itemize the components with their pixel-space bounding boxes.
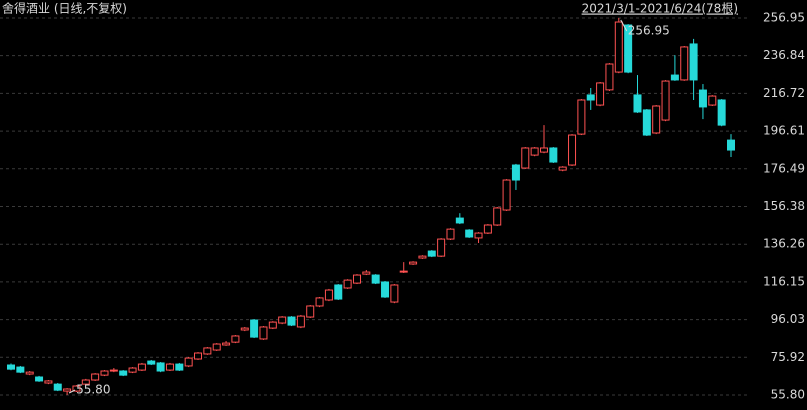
candle-body: [259, 326, 268, 340]
candle-body: [53, 383, 62, 391]
candle-body: [222, 342, 231, 346]
candle-body: [278, 316, 287, 324]
candle-body: [586, 94, 595, 101]
annotation-arrow: [620, 19, 628, 32]
candle-body: [35, 376, 44, 382]
candle-body: [100, 370, 109, 376]
candle-body: [231, 335, 240, 343]
candle-body: [521, 147, 530, 169]
y-tick-label: 116.15: [763, 274, 805, 288]
candle-body: [16, 366, 25, 373]
y-tick-label: 75.92: [771, 350, 805, 364]
y-tick-label: 236.84: [763, 48, 805, 62]
annotation-label: 55.80: [76, 383, 110, 397]
candle-body: [670, 74, 679, 81]
candle-body: [128, 367, 137, 373]
candle-body: [334, 284, 343, 300]
candle-body: [689, 43, 698, 81]
candle-body: [137, 363, 146, 371]
candle-body: [624, 24, 633, 73]
candle-body: [296, 315, 305, 328]
candle-body: [156, 362, 165, 372]
y-tick-label: 96.03: [771, 312, 805, 326]
candle-body: [661, 80, 670, 121]
candle-body: [511, 164, 520, 181]
y-tick-label: 156.38: [763, 199, 805, 213]
candle-body: [493, 207, 502, 226]
candle-body: [287, 316, 296, 326]
candle-body: [343, 279, 352, 289]
candle-body: [381, 281, 390, 298]
candle-body: [175, 363, 184, 371]
candle-body: [91, 373, 100, 381]
annotation-label: 256.95: [628, 23, 670, 37]
candle-body: [352, 274, 361, 284]
candle-body: [147, 360, 156, 365]
candle-body: [568, 134, 577, 166]
candle-body: [614, 21, 623, 73]
candle-body: [7, 364, 15, 370]
candle-body: [371, 274, 380, 284]
candle-body: [418, 255, 427, 259]
candle-body: [306, 305, 315, 318]
chart-subtitle: 2021/3/1-2021/6/24(78根): [582, 2, 738, 16]
candle-body: [203, 347, 212, 355]
y-tick-label: 216.72: [763, 86, 805, 100]
candle-body: [698, 89, 707, 108]
candle-body: [184, 357, 193, 367]
candle-body: [502, 179, 511, 211]
candle-body: [708, 95, 717, 106]
candle-body: [409, 261, 418, 265]
candle-body: [119, 370, 128, 376]
candle-body: [596, 82, 605, 106]
candle-body: [390, 284, 399, 303]
candle-body: [652, 105, 661, 134]
candle-body: [633, 94, 642, 113]
y-tick-label: 196.61: [763, 124, 805, 138]
candle-body: [324, 289, 333, 301]
candle-body: [212, 343, 221, 351]
candle-body: [315, 297, 324, 307]
candle-body: [240, 327, 249, 331]
candle-body: [165, 363, 174, 371]
candle-body: [680, 46, 689, 81]
candle-body: [25, 371, 34, 375]
candle-body: [446, 228, 455, 240]
candle-body: [539, 147, 548, 153]
chart-title: 舍得酒业 (日线,不复权): [2, 1, 127, 16]
y-tick-label: 55.80: [771, 388, 805, 402]
candle-body: [717, 99, 726, 126]
candle-body: [483, 224, 492, 234]
candle-body: [474, 232, 483, 239]
candle-body: [549, 147, 558, 163]
candle-body: [577, 99, 586, 135]
candle-body: [465, 229, 474, 238]
y-tick-label: 136.26: [763, 237, 805, 251]
candle-body: [268, 321, 277, 329]
candle-body: [81, 379, 90, 385]
candle-body: [530, 147, 539, 156]
candle-body: [109, 369, 118, 372]
candle-body: [63, 388, 72, 392]
candle-body: [399, 270, 408, 273]
candle-body: [44, 380, 53, 384]
candle-body: [727, 139, 735, 151]
candle-body: [427, 250, 436, 257]
candle-body: [605, 63, 614, 91]
y-tick-label: 256.95: [763, 10, 805, 24]
candle-body: [72, 385, 81, 392]
candle-body: [194, 352, 203, 360]
candle-body: [455, 217, 464, 224]
y-tick-label: 176.49: [763, 161, 805, 175]
candle-body: [642, 109, 651, 136]
candle-body: [250, 319, 259, 338]
annotation-arrow: [68, 389, 76, 394]
candle-body: [437, 238, 446, 257]
candle-body: [362, 271, 371, 275]
candle-body: [558, 166, 567, 171]
